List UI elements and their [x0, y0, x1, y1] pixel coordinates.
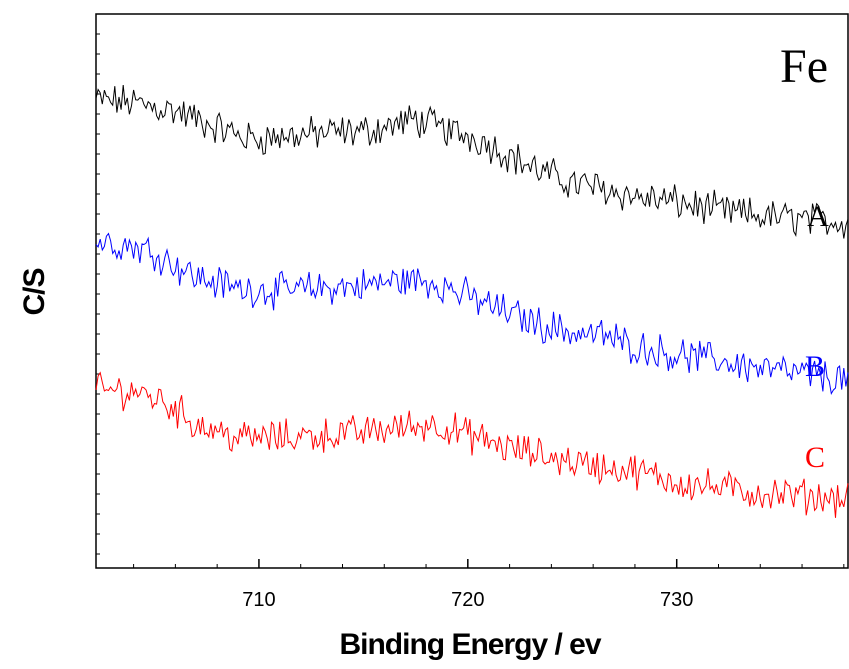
plot-frame: [95, 13, 849, 569]
x-tick-label: 720: [451, 589, 484, 611]
series-layer: [95, 85, 849, 518]
series-label-b: B: [805, 350, 825, 383]
label-layer: A B C: [805, 200, 829, 474]
series-label-c: C: [805, 441, 825, 474]
x-tick-label: 730: [660, 589, 693, 611]
x-tick-label: 710: [242, 589, 275, 611]
series-line-a: [95, 85, 849, 239]
x-axis-ticks: 710 720 730: [242, 559, 693, 611]
series-line-b: [95, 232, 849, 396]
chart-title: Fe: [780, 40, 828, 93]
x-axis-title: Binding Energy / ev: [339, 628, 601, 661]
series-line-c: [95, 371, 849, 518]
minor-ticks: [96, 33, 845, 568]
series-label-a: A: [807, 200, 829, 233]
y-axis-title: C/S: [18, 268, 51, 315]
